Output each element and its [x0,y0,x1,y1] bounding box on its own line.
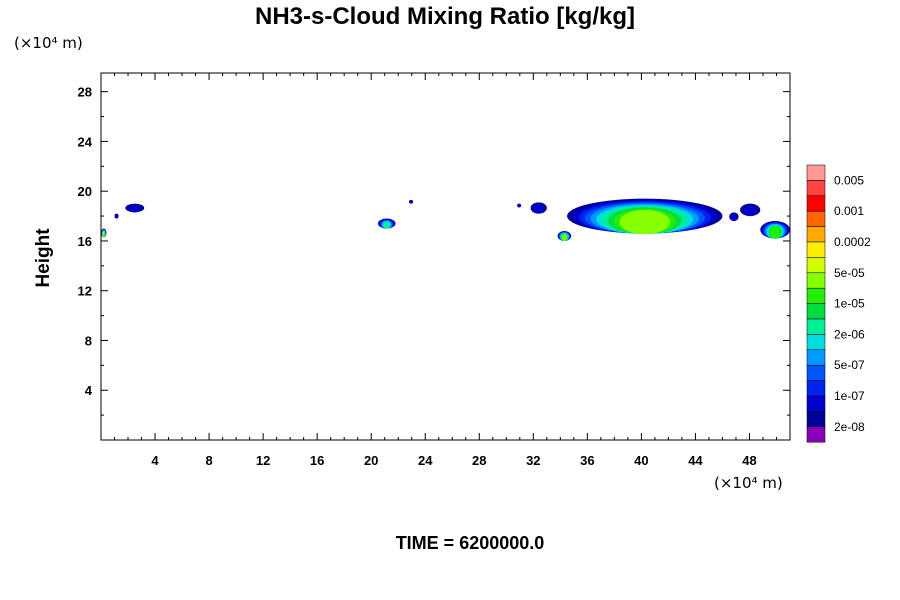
colorbar-swatch [806,318,826,335]
colorbar-swatch [806,303,826,320]
y-tick-label: 28 [78,85,92,100]
x-axis: 4 8 12 16 20 24 28 32 36 40 44 48 [114,73,777,468]
plot-frame [100,72,791,441]
x-tick-label: 8 [205,453,212,468]
x-tick-label: 44 [688,453,703,468]
y-tick-label: 20 [78,184,92,199]
colorbar-swatch [806,395,826,412]
colorbar-swatch [806,195,826,212]
cloud-region [770,226,781,239]
x-tick-label: 24 [418,453,433,468]
cloud-region [562,234,567,242]
colorbar-swatch [806,210,826,227]
cloud-region [743,205,757,217]
y-tick-label: 16 [78,234,92,249]
cloud-region [115,214,118,219]
x-tick-label: 20 [364,453,378,468]
colorbar-swatch [806,380,826,397]
colorbar-label: 5e-07 [834,358,865,372]
y-tick-label: 4 [85,383,93,398]
colorbar-label: 0.0002 [834,235,871,249]
x-tick-label: 36 [580,453,594,468]
colorbar-label: 1e-07 [834,389,865,403]
y-tick-label: 12 [78,284,92,299]
time-annotation: TIME = 6200000.0 [396,533,545,553]
cloud-region [128,205,141,213]
x-tick-label: 40 [634,453,648,468]
colorbar-label: 0.005 [834,173,864,187]
cloud-region [533,204,544,214]
colorbar-label: 2e-06 [834,327,865,341]
colorbar-label: 0.001 [834,204,864,218]
colorbar-label: 5e-05 [834,266,865,280]
colorbar-swatch [806,426,826,443]
y-tick-label: 8 [85,333,92,348]
colorbar-swatch [806,411,826,428]
colorbar-label: 1e-05 [834,297,865,311]
colorbar-swatch [806,334,826,351]
cloud-region [619,209,671,235]
colorbar-swatch [806,226,826,243]
x-tick-label: 28 [472,453,486,468]
y-axis-label: Height [33,228,54,288]
colorbar-swatch [806,349,826,366]
x-tick-label: 12 [256,453,270,468]
colorbar: 0.005 0.001 0.0002 5e-05 1e-05 2e-06 5e-07 1e-0… [806,164,871,443]
cloud-region [517,204,521,208]
cloud-region [409,200,413,204]
x-tick-label: 4 [151,453,159,468]
x-tick-label: 48 [742,453,756,468]
colorbar-swatch [806,272,826,289]
colorbar-swatch [806,164,826,181]
chart-title: NH3-s-Cloud Mixing Ratio [kg/kg] [255,3,635,30]
y-tick-label: 24 [78,134,93,149]
x-tick-label: 32 [526,453,540,468]
cloud-region [102,231,105,238]
cloud-region [730,213,737,222]
cloud-region [383,221,390,229]
colorbar-swatch [806,287,826,304]
colorbar-label: 2e-08 [834,420,865,434]
x-tick-label: 16 [310,453,324,468]
colorbar-swatch [806,180,826,197]
colorbar-swatch [806,257,826,274]
colorbar-swatch [806,241,826,258]
cloud-field [101,198,790,242]
y-axis: 4 8 12 16 20 24 28 [78,85,790,416]
y-unit-label: (×10⁴ m) [14,34,83,52]
x-unit-label: (×10⁴ m) [714,474,783,492]
colorbar-swatch [806,364,826,381]
